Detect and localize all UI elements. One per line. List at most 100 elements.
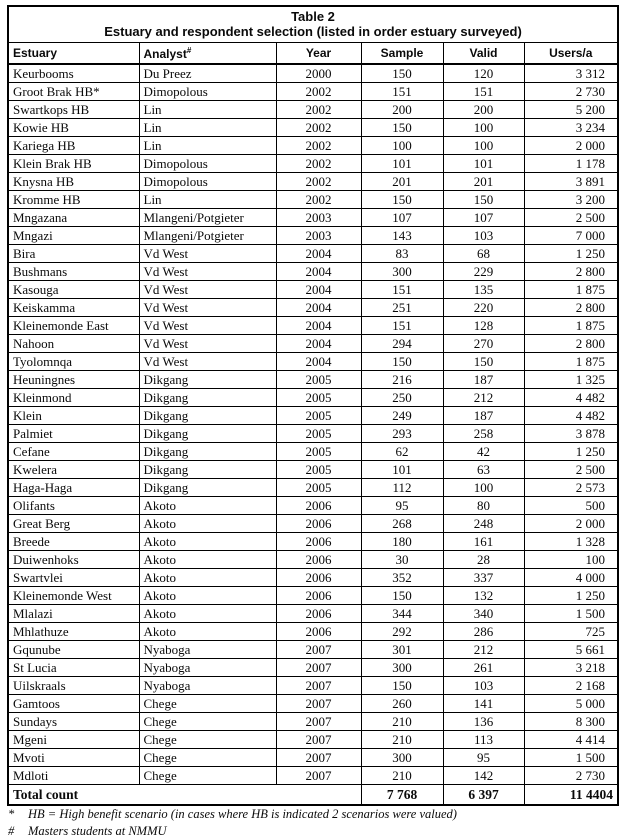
table-cell: Dikgang — [138, 370, 277, 389]
table-cell: 2007 — [275, 640, 362, 659]
table-cell: 5 200 — [523, 100, 619, 119]
table-cell: Kleinemonde East — [7, 316, 140, 335]
table-cell: 2 000 — [523, 514, 619, 533]
table-cell: Breede — [7, 532, 140, 551]
table-cell: 2004 — [275, 352, 362, 371]
table-cell: Keurbooms — [7, 63, 140, 83]
table-row: St Lucia Nyaboga 2007 300 261 3 218 — [7, 658, 619, 677]
table-row: Heuningnes Dikgang 2005 216 187 1 325 — [7, 370, 619, 389]
table-cell: Swartkops HB — [7, 100, 140, 119]
table-body: Keurbooms Du Preez 2000 150 120 3 312 Groot Br… — [7, 63, 619, 785]
table-cell: 500 — [523, 496, 619, 515]
table-cell: 210 — [360, 766, 444, 785]
table-cell: 4 000 — [523, 568, 619, 587]
table-cell: 2 000 — [523, 136, 619, 155]
table-row: Mlalazi Akoto 2006 344 340 1 500 — [7, 604, 619, 623]
table-cell: 143 — [360, 226, 444, 245]
table-number: Table 2 — [291, 9, 335, 24]
table-cell: 2006 — [275, 514, 362, 533]
table-cell: 135 — [442, 280, 525, 299]
table-row: Mdloti Chege 2007 210 142 2 730 — [7, 766, 619, 785]
table-cell: 1 328 — [523, 532, 619, 551]
table-cell: 80 — [442, 496, 525, 515]
table-cell: Sundays — [7, 712, 140, 731]
footnote-text: HB = High benefit scenario (in cases whe… — [28, 807, 457, 821]
table-cell: Lin — [138, 136, 277, 155]
table-cell: 7 000 — [523, 226, 619, 245]
table-cell: Heuningnes — [7, 370, 140, 389]
table-cell: 2004 — [275, 280, 362, 299]
table-cell: Vd West — [138, 316, 277, 335]
table-cell: 229 — [442, 262, 525, 281]
table-cell: 3 218 — [523, 658, 619, 677]
table-row: Kleinemonde East Vd West 2004 151 128 1 875 — [7, 316, 619, 335]
table-row: Bira Vd West 2004 83 68 1 250 — [7, 244, 619, 263]
table-cell: 100 — [442, 118, 525, 137]
header-cell: Estuary — [7, 42, 140, 65]
table-cell: Mdloti — [7, 766, 140, 785]
table-cell: 2005 — [275, 424, 362, 443]
table-cell: 112 — [360, 478, 444, 497]
table-cell: 2007 — [275, 748, 362, 767]
table-cell: 113 — [442, 730, 525, 749]
table-cell: 142 — [442, 766, 525, 785]
total-valid: 6 397 — [442, 784, 525, 806]
table-cell: Kwelera — [7, 460, 140, 479]
table-cell: Dimopolous — [138, 172, 277, 191]
table-row: Cefane Dikgang 2005 62 42 1 250 — [7, 442, 619, 461]
table-cell: 210 — [360, 730, 444, 749]
table-cell: 62 — [360, 442, 444, 461]
table-cell: Dikgang — [138, 478, 277, 497]
table-row: Mngazi Mlangeni/Potgieter 2003 143 103 7 000 — [7, 226, 619, 245]
table-cell: 3 200 — [523, 190, 619, 209]
table-row: Knysna HB Dimopolous 2002 201 201 3 891 — [7, 172, 619, 191]
table-cell: Akoto — [138, 604, 277, 623]
table-cell: 249 — [360, 406, 444, 425]
title-row: Table 2 Estuary and respondent selection… — [7, 5, 619, 43]
table-row: Keiskamma Vd West 2004 251 220 2 800 — [7, 298, 619, 317]
estuary-table: Table 2 Estuary and respondent selection… — [7, 5, 620, 806]
table-cell: 2002 — [275, 82, 362, 101]
table-cell: Akoto — [138, 622, 277, 641]
table-cell: Uilskraals — [7, 676, 140, 695]
table-cell: 1 500 — [523, 748, 619, 767]
table-cell: 150 — [360, 586, 444, 605]
table-cell: 270 — [442, 334, 525, 353]
table-cell: 2007 — [275, 658, 362, 677]
table-cell: 2004 — [275, 334, 362, 353]
table-cell: Gamtoos — [7, 694, 140, 713]
table-cell: 150 — [360, 63, 444, 83]
table-row: Nahoon Vd West 2004 294 270 2 800 — [7, 334, 619, 353]
table-cell: 2002 — [275, 100, 362, 119]
table-cell: 1 250 — [523, 586, 619, 605]
table-cell: 2006 — [275, 622, 362, 641]
table-row: Haga-Haga Dikgang 2005 112 100 2 573 — [7, 478, 619, 497]
table-cell: 180 — [360, 532, 444, 551]
table-cell: Cefane — [7, 442, 140, 461]
table-cell: 120 — [442, 63, 525, 83]
table-row: Palmiet Dikgang 2005 293 258 3 878 — [7, 424, 619, 443]
table-cell: Mvoti — [7, 748, 140, 767]
table-cell: 107 — [442, 208, 525, 227]
table-cell: 294 — [360, 334, 444, 353]
table-cell: 2005 — [275, 406, 362, 425]
table-cell: 258 — [442, 424, 525, 443]
table-row: Klein Brak HB Dimopolous 2002 101 101 1 178 — [7, 154, 619, 173]
header-cell: Users/a — [523, 42, 619, 65]
table-cell: 2003 — [275, 226, 362, 245]
table-cell: 2 800 — [523, 298, 619, 317]
table-cell: 150 — [360, 676, 444, 695]
table-cell: Bushmans — [7, 262, 140, 281]
table-cell: 2 730 — [523, 766, 619, 785]
table-cell: 2002 — [275, 172, 362, 191]
table-cell: Dikgang — [138, 460, 277, 479]
table-cell: Chege — [138, 712, 277, 731]
table-row: Mhlathuze Akoto 2006 292 286 725 — [7, 622, 619, 641]
table-cell: 150 — [442, 190, 525, 209]
table-row: Keurbooms Du Preez 2000 150 120 3 312 — [7, 63, 619, 83]
table-cell: 2005 — [275, 460, 362, 479]
table-cell: 292 — [360, 622, 444, 641]
table-cell: St Lucia — [7, 658, 140, 677]
table-cell: 250 — [360, 388, 444, 407]
footnote-marker: # — [8, 824, 15, 838]
